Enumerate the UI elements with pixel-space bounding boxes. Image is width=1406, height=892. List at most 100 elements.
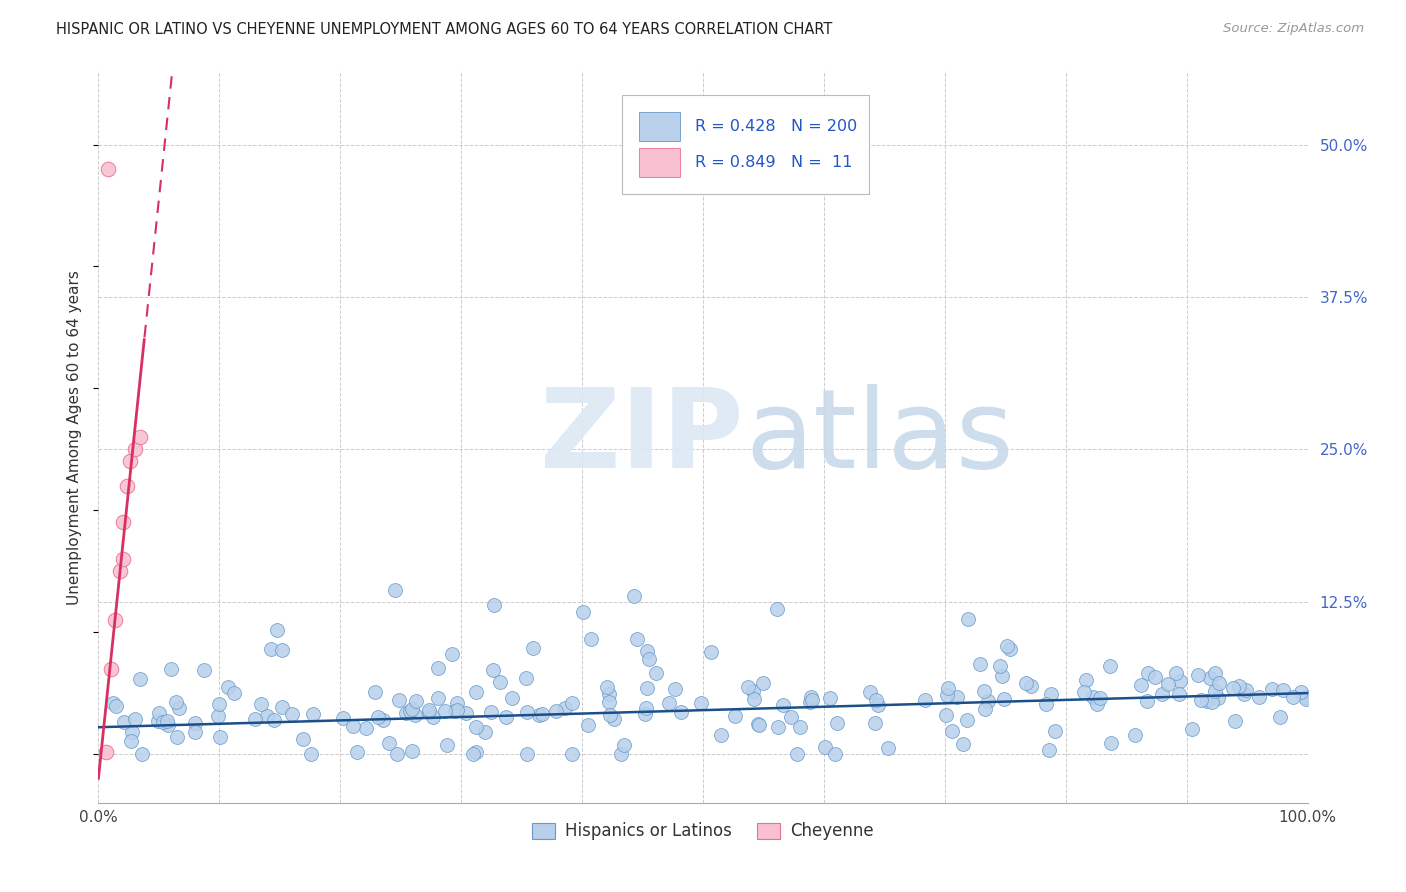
- Point: [208, 697, 231, 711]
- FancyBboxPatch shape: [621, 95, 869, 194]
- Point: [818, 691, 841, 706]
- Point: [1035, 697, 1057, 711]
- Point: [1168, 673, 1191, 688]
- Point: [645, 666, 668, 681]
- Point: [1234, 683, 1257, 698]
- Point: [354, 721, 377, 735]
- Point: [786, 747, 808, 761]
- Point: [371, 713, 394, 727]
- Point: [772, 698, 794, 712]
- Point: [969, 657, 991, 672]
- Point: [636, 644, 658, 658]
- Point: [243, 712, 266, 726]
- Point: [281, 706, 304, 721]
- Point: [148, 706, 170, 720]
- Point: [1181, 723, 1204, 737]
- Point: [527, 708, 550, 723]
- Point: [384, 583, 406, 598]
- Point: [427, 661, 450, 675]
- Point: [638, 651, 661, 665]
- Point: [291, 732, 314, 747]
- Point: [146, 714, 169, 729]
- Point: [626, 632, 648, 647]
- Point: [1260, 682, 1282, 697]
- Point: [1045, 723, 1067, 738]
- Point: [367, 710, 389, 724]
- Point: [364, 685, 387, 699]
- Point: [700, 645, 723, 659]
- Point: [441, 647, 464, 661]
- Point: [112, 715, 135, 730]
- Point: [111, 552, 134, 566]
- Point: [824, 747, 846, 761]
- Point: [952, 737, 974, 751]
- Text: atlas: atlas: [745, 384, 1014, 491]
- Text: Source: ZipAtlas.com: Source: ZipAtlas.com: [1223, 22, 1364, 36]
- Point: [208, 731, 231, 745]
- Point: [752, 676, 775, 690]
- Point: [623, 589, 645, 603]
- Point: [1233, 687, 1256, 701]
- Point: [863, 716, 886, 731]
- Point: [434, 704, 457, 718]
- Point: [865, 693, 887, 707]
- Point: [108, 564, 131, 578]
- Point: [104, 699, 127, 714]
- Point: [995, 640, 1018, 654]
- Point: [598, 687, 620, 701]
- Point: [554, 701, 576, 715]
- Point: [1227, 679, 1250, 693]
- Point: [120, 733, 142, 747]
- Point: [1295, 690, 1317, 705]
- Point: [515, 671, 537, 685]
- Point: [1073, 684, 1095, 698]
- Point: [422, 710, 444, 724]
- Point: [1187, 667, 1209, 681]
- Point: [1282, 690, 1305, 705]
- Point: [156, 714, 179, 728]
- Point: [914, 693, 936, 707]
- Point: [207, 709, 229, 723]
- Point: [973, 684, 995, 698]
- Point: [990, 668, 1012, 682]
- Point: [395, 706, 418, 720]
- Point: [1164, 666, 1187, 681]
- Point: [129, 673, 152, 687]
- Point: [1272, 683, 1295, 698]
- Text: ZIP: ZIP: [540, 384, 744, 491]
- Point: [737, 680, 759, 694]
- Point: [482, 598, 505, 612]
- Point: [988, 659, 1011, 673]
- Point: [97, 161, 120, 176]
- Point: [1074, 673, 1097, 688]
- Point: [1090, 690, 1112, 705]
- Point: [332, 711, 354, 725]
- Point: [346, 745, 368, 759]
- Point: [516, 747, 538, 761]
- Point: [1156, 677, 1178, 691]
- FancyBboxPatch shape: [638, 148, 681, 178]
- Point: [418, 703, 440, 717]
- Point: [814, 739, 837, 754]
- Point: [193, 663, 215, 677]
- Point: [993, 691, 1015, 706]
- Point: [936, 689, 959, 703]
- Point: [1268, 709, 1291, 723]
- Point: [271, 700, 294, 714]
- Point: [465, 685, 488, 699]
- Point: [945, 690, 967, 704]
- Point: [165, 695, 187, 709]
- Point: [579, 632, 602, 646]
- Point: [1099, 736, 1122, 750]
- Point: [1223, 714, 1246, 729]
- Point: [1189, 693, 1212, 707]
- Point: [723, 708, 745, 723]
- Point: [94, 745, 117, 759]
- Point: [271, 642, 294, 657]
- Point: [957, 612, 980, 626]
- Point: [634, 701, 657, 715]
- Point: [1208, 676, 1230, 690]
- Point: [800, 690, 823, 704]
- Point: [603, 712, 626, 726]
- Point: [446, 703, 468, 717]
